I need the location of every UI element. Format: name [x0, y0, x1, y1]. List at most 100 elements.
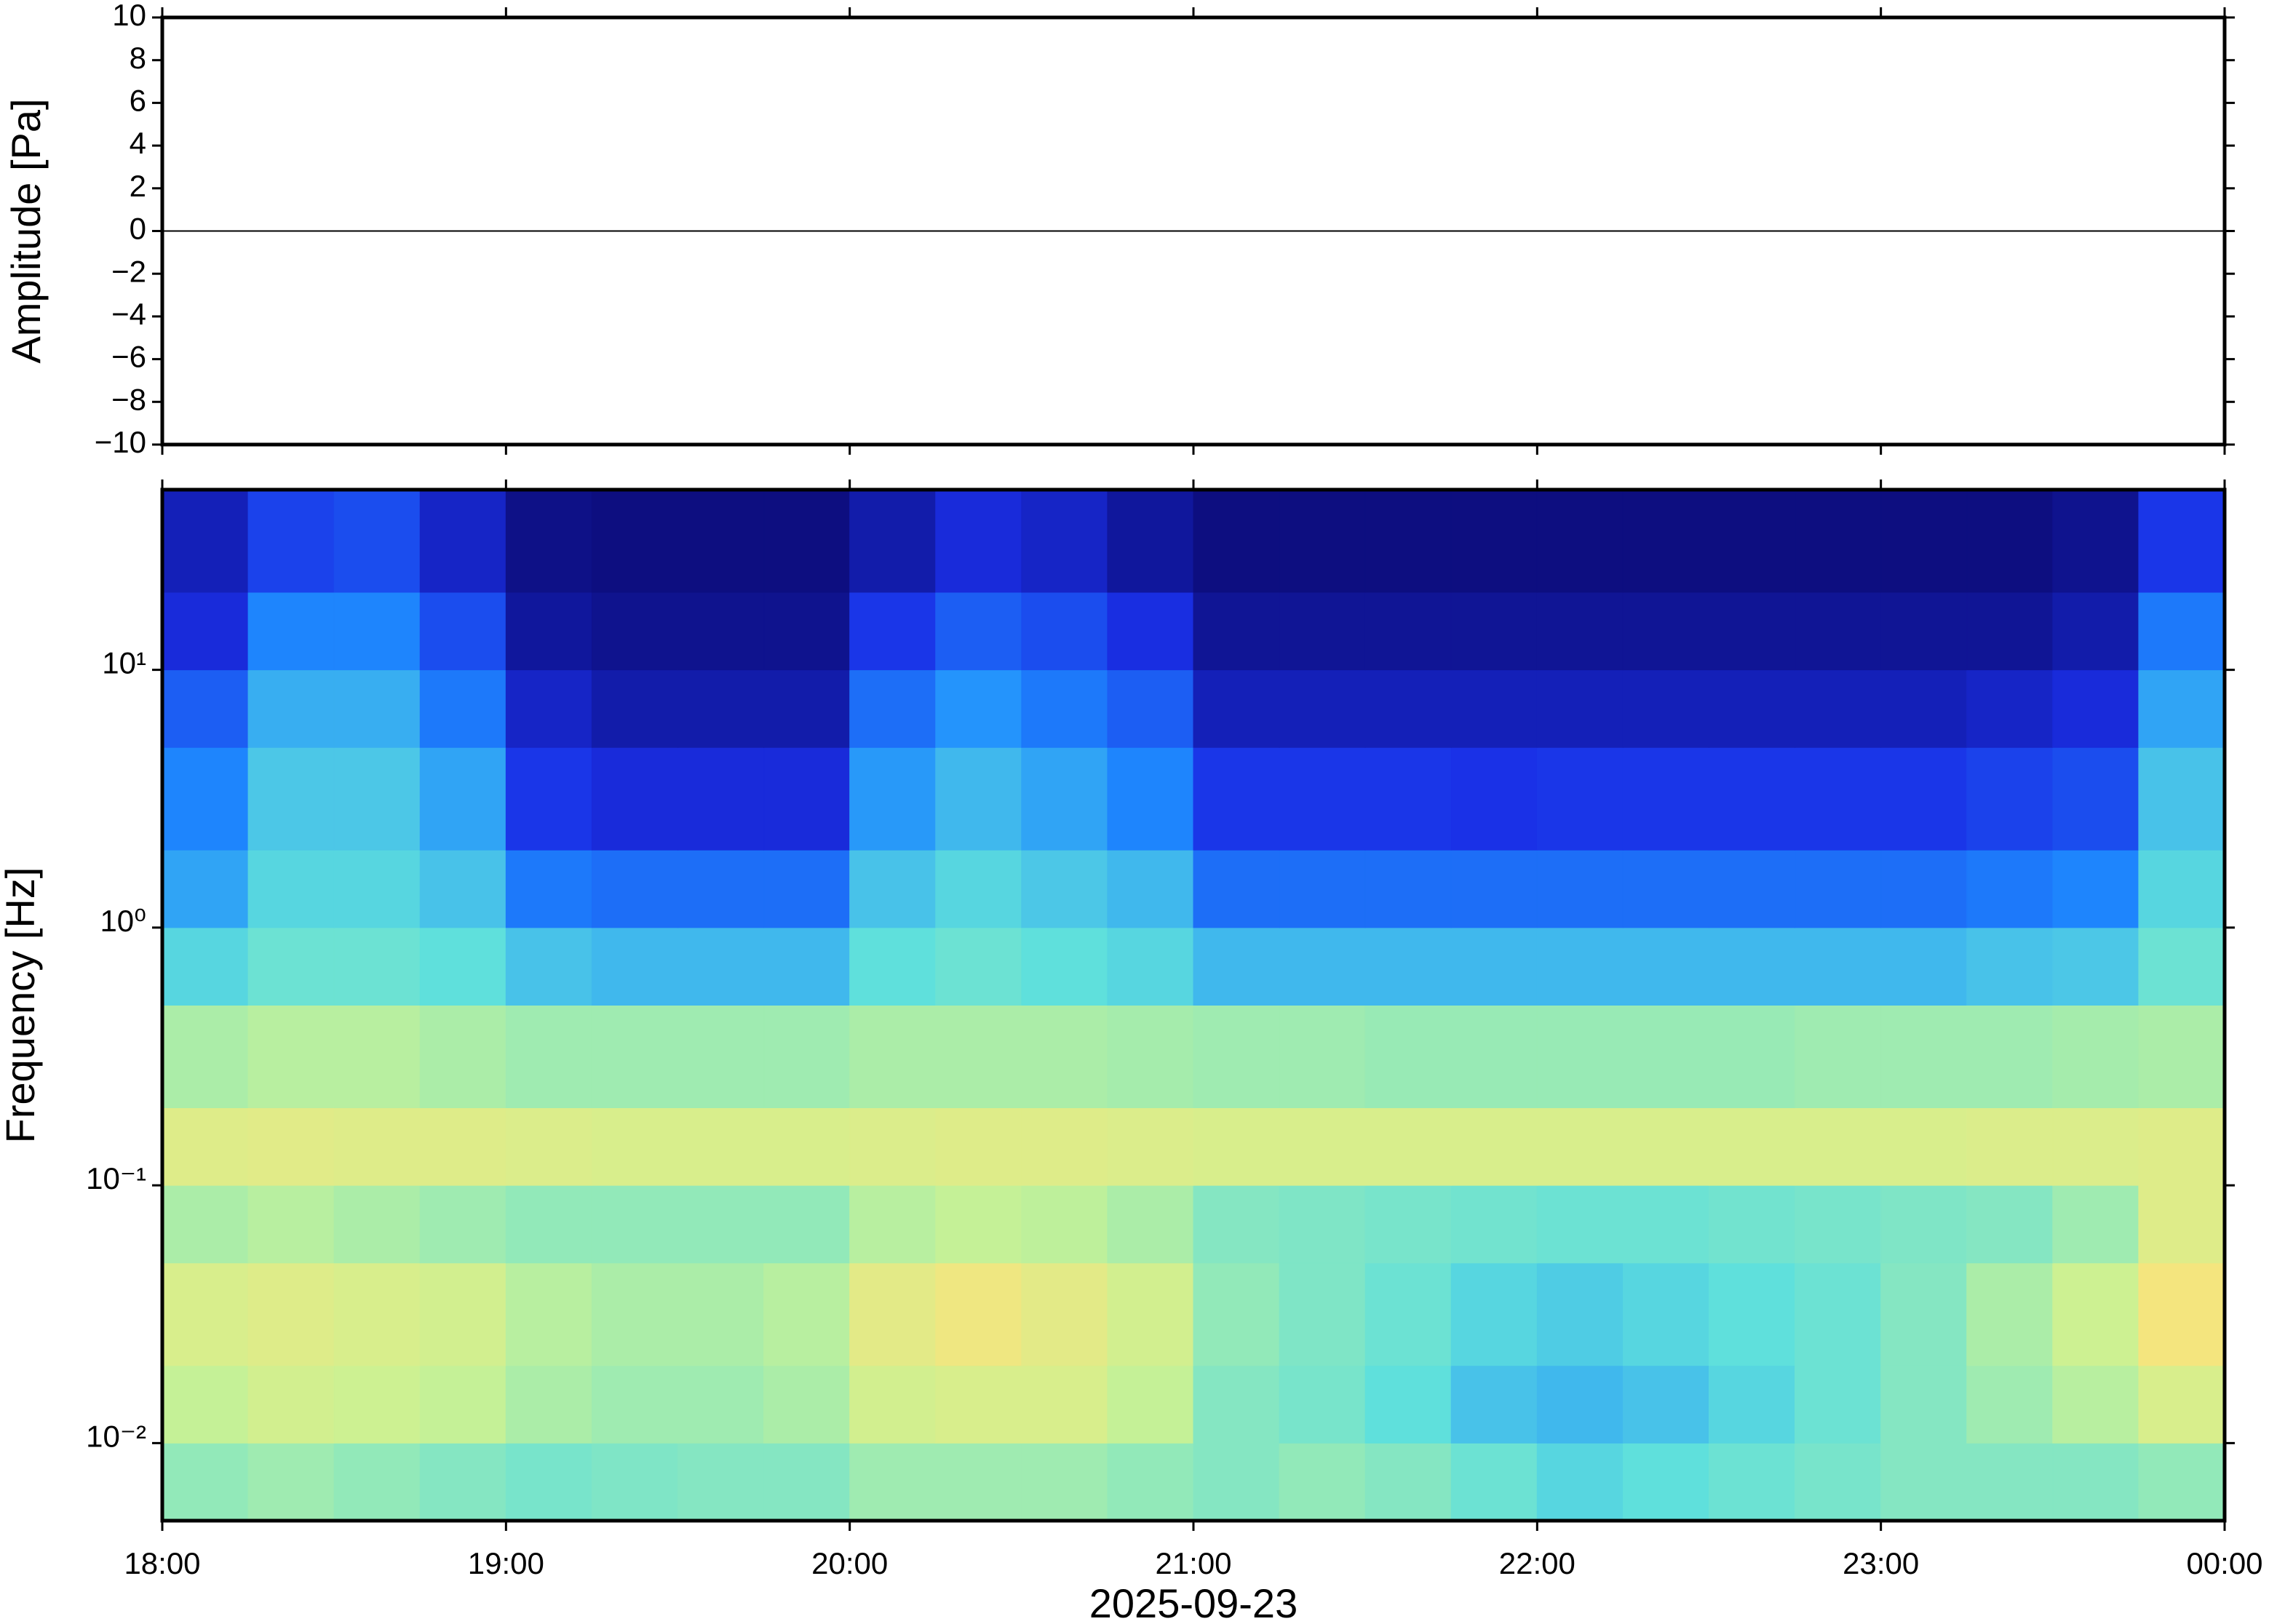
heatmap-cell — [1450, 849, 1538, 928]
heatmap-cell — [1536, 849, 1624, 928]
x-axis-label: 2025-09-23 — [1089, 1580, 1298, 1624]
heatmap-cell — [247, 489, 335, 593]
heatmap-cell — [849, 1005, 937, 1108]
y-tick-label: 10⁻² — [86, 1419, 146, 1453]
heatmap-cell — [2138, 489, 2225, 593]
heatmap-cell — [1021, 1365, 1108, 1444]
heatmap-cell — [1021, 927, 1108, 1006]
heatmap-cell — [763, 1365, 851, 1444]
x-tick-label: 19:00 — [468, 1546, 544, 1580]
heatmap-cell — [247, 1262, 335, 1366]
heatmap-cell — [505, 849, 592, 928]
heatmap-cell — [591, 489, 679, 593]
heatmap-cell — [1795, 849, 1882, 928]
heatmap-cell — [763, 1185, 851, 1264]
heatmap-cell — [677, 1262, 765, 1366]
heatmap-cell — [2052, 1442, 2139, 1521]
heatmap-cell — [591, 1107, 679, 1186]
heatmap-cell — [333, 747, 421, 851]
heatmap-cell — [1795, 489, 1882, 593]
heatmap-cell — [1450, 747, 1538, 851]
heatmap-cell — [333, 849, 421, 928]
heatmap-cell — [247, 747, 335, 851]
heatmap-cell — [419, 1442, 506, 1521]
heatmap-cell — [677, 669, 765, 748]
heatmap-cell — [1364, 1442, 1452, 1521]
heatmap-cell — [1193, 1005, 1280, 1108]
heatmap-cell — [2052, 927, 2139, 1006]
heatmap-cell — [333, 1442, 421, 1521]
heatmap-cell — [677, 592, 765, 671]
heatmap-cell — [2052, 1107, 2139, 1186]
heatmap-cell — [505, 489, 592, 593]
y-tick-label: 2 — [130, 169, 146, 203]
heatmap-cell — [505, 1365, 592, 1444]
heatmap-cell — [1450, 489, 1538, 593]
heatmap-cell — [162, 592, 249, 671]
heatmap-cell — [1450, 1365, 1538, 1444]
heatmap-cell — [1709, 1107, 1796, 1186]
heatmap-cell — [162, 1262, 249, 1366]
heatmap-cell — [591, 1185, 679, 1264]
heatmap-cell — [333, 592, 421, 671]
heatmap-cell — [419, 1365, 506, 1444]
heatmap-cell — [1622, 747, 1710, 851]
heatmap-cell — [419, 1185, 506, 1264]
heatmap-cell — [1107, 747, 1194, 851]
heatmap-cell — [1193, 747, 1280, 851]
heatmap-cell — [1364, 1107, 1452, 1186]
heatmap-cell — [591, 1005, 679, 1108]
heatmap-cell — [763, 1005, 851, 1108]
heatmap-cell — [1450, 1107, 1538, 1186]
heatmap-cell — [1622, 592, 1710, 671]
heatmap-cell — [1795, 592, 1882, 671]
heatmap-cell — [1279, 1005, 1366, 1108]
heatmap-cell — [763, 849, 851, 928]
heatmap-cell — [1279, 849, 1366, 928]
heatmap-cell — [1536, 1442, 1624, 1521]
heatmap-cell — [2138, 1365, 2225, 1444]
heatmap-cell — [591, 592, 679, 671]
heatmap-cell — [763, 1442, 851, 1521]
heatmap-cell — [849, 927, 937, 1006]
heatmap-cell — [419, 669, 506, 748]
heatmap-cell — [333, 1262, 421, 1366]
heatmap-cell — [1966, 1365, 2054, 1444]
heatmap-cell — [1107, 669, 1194, 748]
heatmap-cell — [1450, 1005, 1538, 1108]
heatmap-cell — [1536, 927, 1624, 1006]
heatmap-cell — [2138, 747, 2225, 851]
heatmap-cell — [2138, 1262, 2225, 1366]
heatmap-cell — [1536, 747, 1624, 851]
heatmap-cell — [247, 1365, 335, 1444]
heatmap-cell — [935, 1442, 1022, 1521]
heatmap-cell — [1622, 1365, 1710, 1444]
heatmap-cell — [1107, 1262, 1194, 1366]
heatmap-cell — [1450, 592, 1538, 671]
heatmap-cell — [1880, 669, 1968, 748]
heatmap-cell — [1021, 747, 1108, 851]
heatmap-cell — [1279, 927, 1366, 1006]
heatmap-cell — [162, 927, 249, 1006]
heatmap-cell — [1709, 1442, 1796, 1521]
y-axis-label: Frequency [Hz] — [0, 867, 43, 1144]
heatmap-cell — [677, 489, 765, 593]
heatmap-cell — [849, 1365, 937, 1444]
heatmap-cell — [162, 669, 249, 748]
heatmap-cell — [935, 1005, 1022, 1108]
heatmap-cell — [162, 1442, 249, 1521]
heatmap-cell — [1880, 1442, 1968, 1521]
x-tick-label: 23:00 — [1843, 1546, 1919, 1580]
heatmap-cell — [162, 849, 249, 928]
heatmap-cell — [677, 1442, 765, 1521]
heatmap-cell — [1364, 927, 1452, 1006]
heatmap-cell — [2138, 1107, 2225, 1186]
heatmap-cell — [1966, 1107, 2054, 1186]
heatmap-cell — [2138, 849, 2225, 928]
heatmap-cell — [1536, 592, 1624, 671]
heatmap-cell — [1880, 1005, 1968, 1108]
heatmap-cell — [2052, 489, 2139, 593]
heatmap-cell — [763, 1262, 851, 1366]
heatmap-cell — [849, 489, 937, 593]
heatmap-cell — [1107, 1107, 1194, 1186]
